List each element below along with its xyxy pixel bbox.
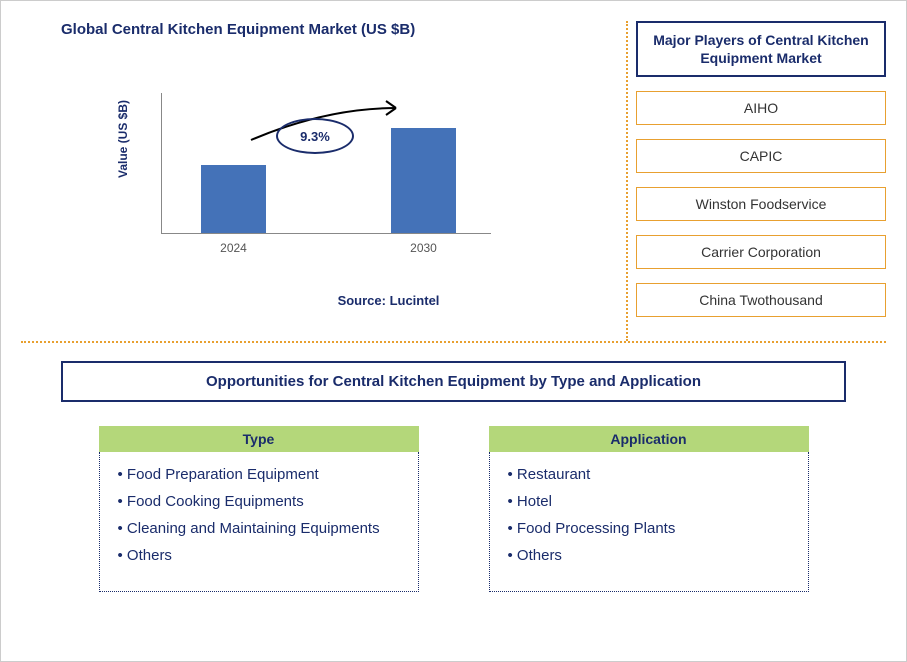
vertical-divider bbox=[626, 21, 628, 341]
opportunities-section: Opportunities for Central Kitchen Equipm… bbox=[1, 343, 906, 610]
player-box: Carrier Corporation bbox=[636, 235, 886, 269]
type-column-body: Food Preparation Equipment Food Cooking … bbox=[99, 452, 419, 592]
chart-title: Global Central Kitchen Equipment Market … bbox=[61, 21, 596, 38]
source-label: Source: Lucintel bbox=[181, 293, 596, 308]
application-column-body: Restaurant Hotel Food Processing Plants … bbox=[489, 452, 809, 592]
list-item: Cleaning and Maintaining Equipments bbox=[118, 518, 406, 539]
bar-label-2030: 2030 bbox=[391, 241, 456, 255]
player-box: Winston Foodservice bbox=[636, 187, 886, 221]
player-box: China Twothousand bbox=[636, 283, 886, 317]
opportunities-header: Opportunities for Central Kitchen Equipm… bbox=[61, 361, 846, 402]
list-item: Others bbox=[508, 545, 796, 566]
top-section: Global Central Kitchen Equipment Market … bbox=[1, 1, 906, 341]
list-item: Food Preparation Equipment bbox=[118, 464, 406, 485]
list-item: Food Processing Plants bbox=[508, 518, 796, 539]
player-box: CAPIC bbox=[636, 139, 886, 173]
growth-rate-value: 9.3% bbox=[300, 129, 330, 144]
bar-chart: Value (US $B) 2024 2030 9.3% bbox=[91, 63, 596, 243]
yaxis-label: Value (US $B) bbox=[116, 100, 130, 178]
opportunities-row: Type Food Preparation Equipment Food Coo… bbox=[41, 426, 866, 592]
growth-rate-annotation: 9.3% bbox=[276, 118, 354, 154]
list-item: Restaurant bbox=[508, 464, 796, 485]
bar-label-2024: 2024 bbox=[201, 241, 266, 255]
bar-2024 bbox=[201, 165, 266, 233]
list-item: Food Cooking Equipments bbox=[118, 491, 406, 512]
type-column-header: Type bbox=[99, 426, 419, 452]
players-panel: Major Players of Central Kitchen Equipme… bbox=[626, 1, 906, 341]
y-axis-line bbox=[161, 93, 162, 233]
application-column-header: Application bbox=[489, 426, 809, 452]
list-item: Hotel bbox=[508, 491, 796, 512]
growth-rate-ellipse: 9.3% bbox=[276, 118, 354, 154]
player-box: AIHO bbox=[636, 91, 886, 125]
application-column: Application Restaurant Hotel Food Proces… bbox=[489, 426, 809, 592]
chart-panel: Global Central Kitchen Equipment Market … bbox=[1, 1, 626, 341]
type-column: Type Food Preparation Equipment Food Coo… bbox=[99, 426, 419, 592]
players-header: Major Players of Central Kitchen Equipme… bbox=[636, 21, 886, 77]
list-item: Others bbox=[118, 545, 406, 566]
x-axis-line bbox=[161, 233, 491, 234]
